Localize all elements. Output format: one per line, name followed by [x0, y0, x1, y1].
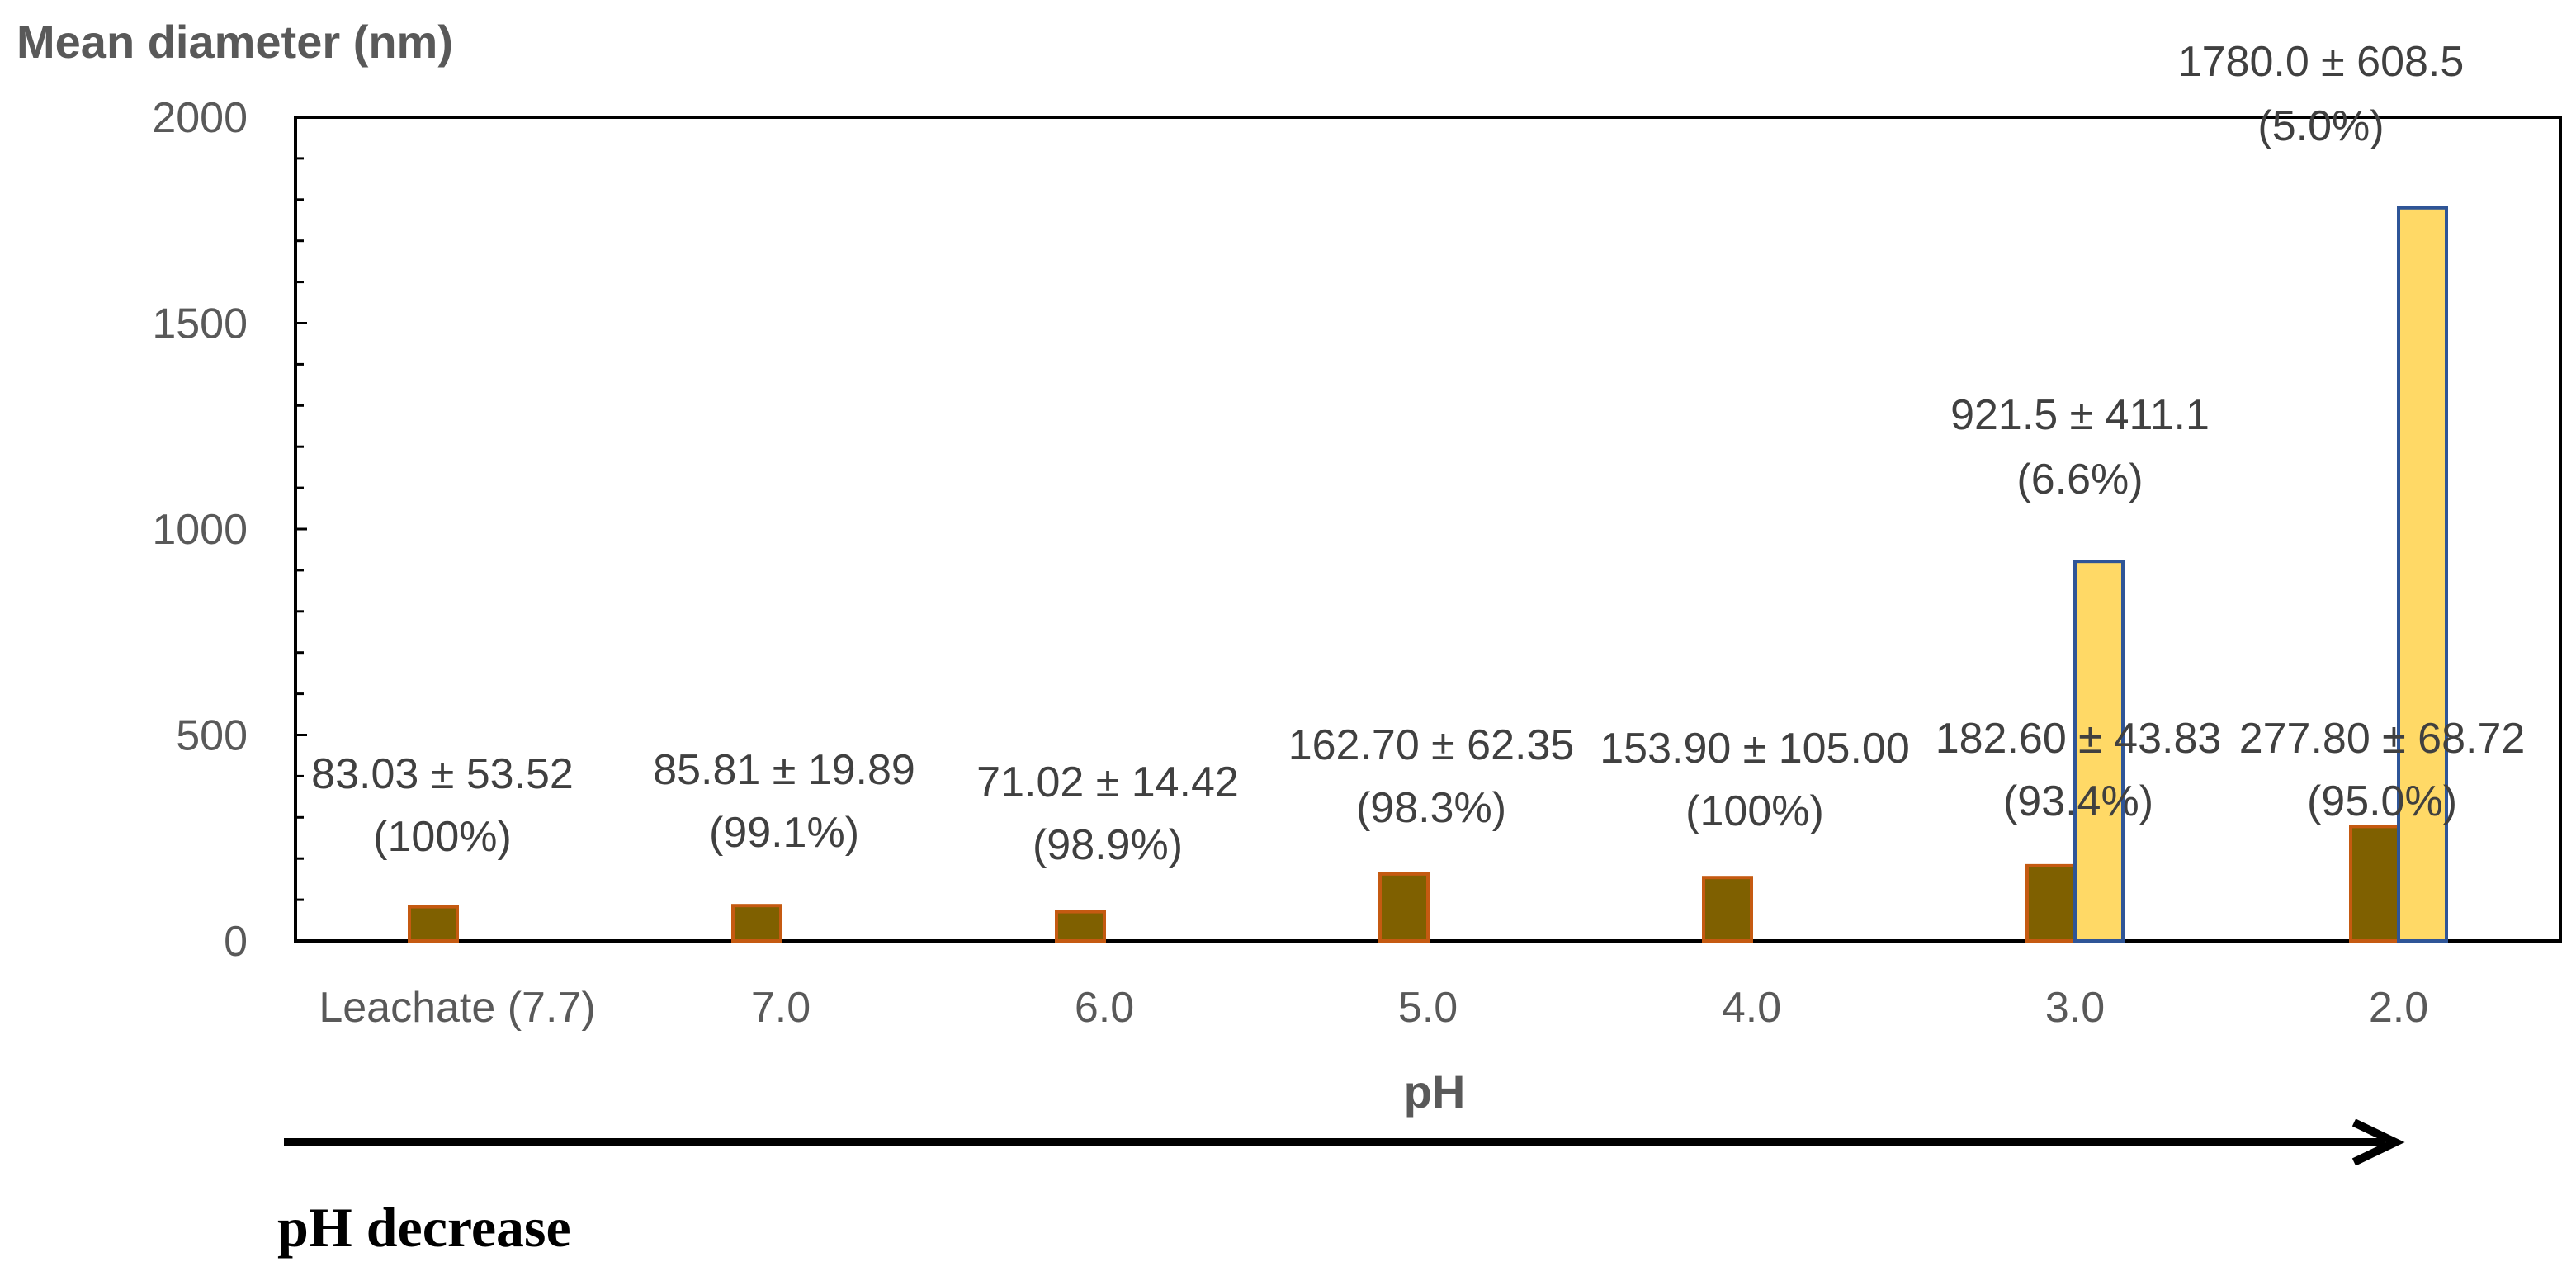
x-tick-label: 7.0 — [751, 984, 811, 1032]
bar-primary — [1055, 910, 1106, 943]
bar-primary — [408, 905, 459, 943]
data-label: 182.60 ± 43.83 — [1936, 715, 2222, 763]
bar-primary — [2025, 863, 2077, 943]
data-label: 85.81 ± 19.89 — [653, 746, 915, 794]
bar-primary — [2349, 825, 2400, 943]
bar-secondary — [2073, 560, 2125, 943]
bar-primary — [1702, 876, 1753, 943]
arrow-caption: pH decrease — [277, 1196, 571, 1259]
data-label: (98.3%) — [1356, 784, 1506, 832]
y-tick-label: 1500 — [152, 300, 248, 348]
x-tick-label: 5.0 — [1398, 984, 1458, 1032]
ph-decrease-arrow — [284, 1118, 2405, 1166]
x-tick-label: 2.0 — [2369, 984, 2428, 1032]
plot-area: 0 500 1000 1500 2000 Leachate (7.7) 7.0 6.0 5.0 4… — [152, 38, 2562, 1032]
x-tick-label: 4.0 — [1722, 984, 1781, 1032]
data-label: (93.4%) — [2003, 777, 2153, 825]
bar-secondary — [2397, 206, 2448, 943]
data-label: (100%) — [1685, 787, 1824, 835]
y-tick-label: 1000 — [152, 506, 248, 554]
y-tick-label: 500 — [176, 712, 248, 760]
data-label: 162.70 ± 62.35 — [1288, 721, 1575, 769]
y-axis-title: Mean diameter (nm) — [17, 16, 453, 68]
data-label: 83.03 ± 53.52 — [311, 750, 574, 798]
data-label: 277.80 ± 68.72 — [2239, 715, 2526, 763]
data-label: 921.5 ± 411.1 — [1950, 391, 2210, 439]
y-tick-label: 2000 — [152, 94, 248, 142]
x-tick-label: 6.0 — [1075, 984, 1134, 1032]
x-axis-title: pH — [1404, 1066, 1466, 1118]
data-label: (99.1%) — [709, 809, 859, 857]
data-label: (98.9%) — [1033, 821, 1183, 869]
data-label: (95.0%) — [2307, 777, 2457, 825]
x-tick-label: Leachate (7.7) — [319, 984, 595, 1032]
data-label: 1780.0 ± 608.5 — [2178, 38, 2465, 86]
bar-primary — [1378, 872, 1430, 943]
data-label: 71.02 ± 14.42 — [976, 759, 1239, 806]
bar-primary — [731, 904, 782, 943]
data-label: (100%) — [373, 813, 512, 861]
data-label: (5.0%) — [2257, 102, 2384, 150]
y-tick-label: 0 — [224, 918, 248, 966]
data-label: (6.6%) — [2016, 456, 2143, 503]
data-label: 153.90 ± 105.00 — [1600, 725, 1910, 773]
x-tick-label: 3.0 — [2045, 984, 2105, 1032]
